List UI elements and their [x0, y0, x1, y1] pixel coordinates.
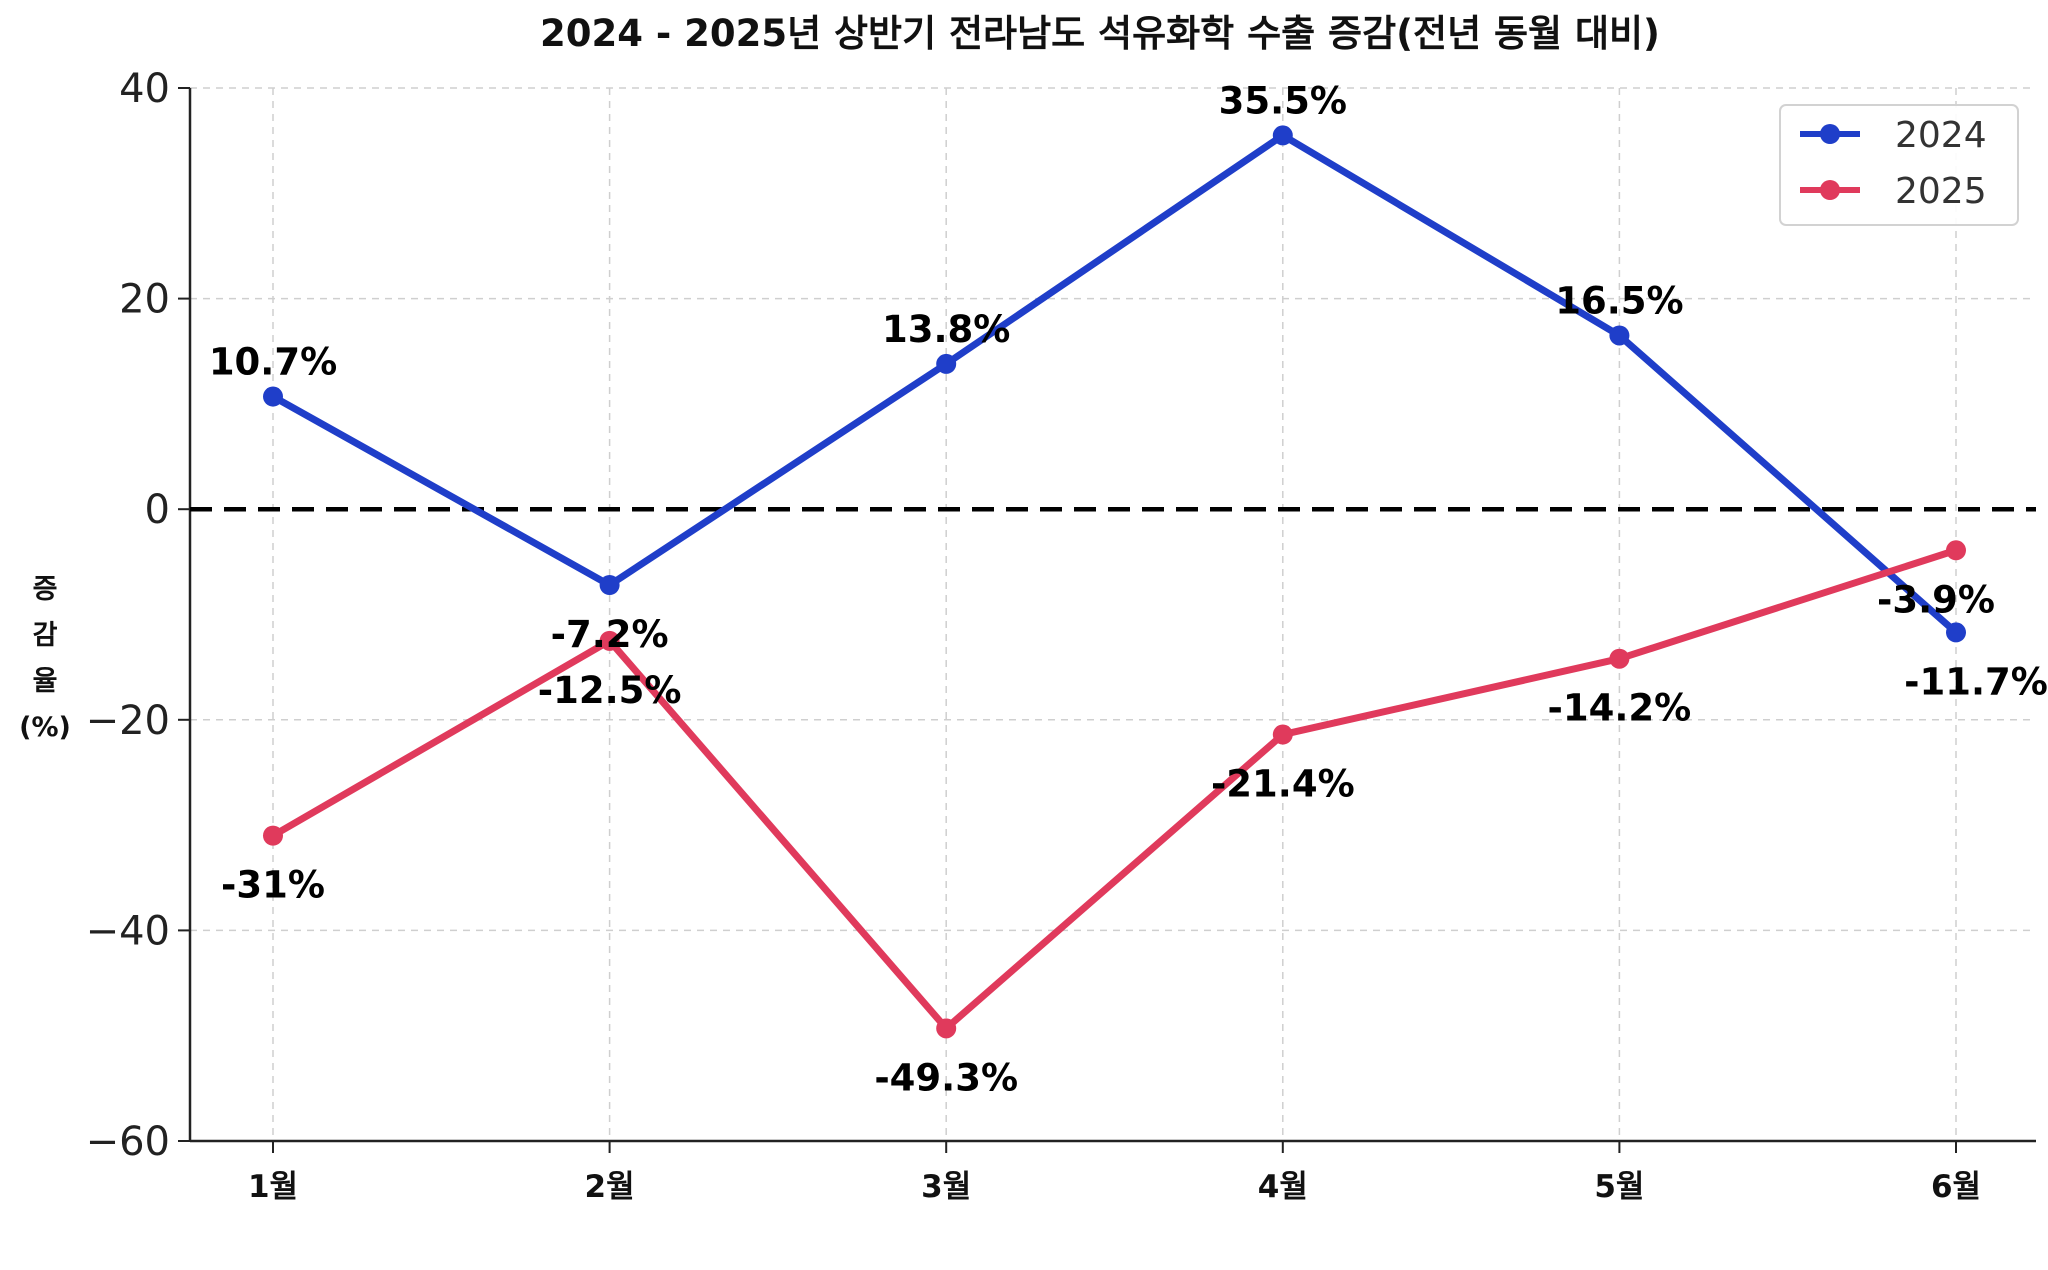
series-line-2024	[269, 131, 1960, 636]
y-tick-label: 20	[119, 277, 170, 323]
series-layer	[263, 125, 1966, 1039]
y-axis-label: 증감율 (%)	[19, 574, 71, 743]
data-point-2025	[599, 630, 620, 651]
legend-label-2024: 2024	[1895, 115, 1987, 156]
data-label-2024: 13.8%	[882, 308, 1010, 351]
legend-label-2025: 2025	[1895, 171, 1987, 212]
data-label-2025: -21.4%	[1211, 763, 1355, 806]
y-axis-label-part: 감	[33, 620, 58, 651]
axes: 40 20 0 −20 −40 −60 1월 2월 3월 4월 5월 6월	[86, 66, 2036, 1205]
data-label-2025: -14.2%	[1548, 687, 1692, 730]
y-tick-label: 0	[145, 487, 170, 533]
x-tick-label: 3월	[921, 1169, 971, 1205]
y-tick-label: −20	[86, 698, 170, 744]
data-point-2025	[1272, 724, 1293, 745]
data-label-2025: -3.9%	[1877, 578, 1995, 621]
data-label-2024: -7.2%	[551, 613, 669, 656]
legend-marker-2025	[1820, 180, 1840, 200]
data-label-2024: 10.7%	[209, 341, 337, 384]
data-point-2024	[599, 575, 620, 596]
y-axis-label-part: (%)	[19, 712, 71, 743]
data-point-2024	[263, 386, 283, 407]
data-label-2024: 16.5%	[1555, 279, 1683, 322]
x-tick-label: 4월	[1258, 1169, 1308, 1205]
data-label-2025: -49.3%	[874, 1056, 1018, 1099]
data-label-2025: -31%	[221, 864, 325, 907]
data-point-2024	[1946, 622, 1966, 643]
data-point-2024	[1272, 125, 1293, 146]
y-tick-label: −40	[86, 908, 170, 954]
y-tick-label: −60	[86, 1119, 170, 1165]
data-point-2025	[936, 1018, 957, 1039]
x-tick-label: 5월	[1594, 1169, 1644, 1205]
legend-marker-2024	[1820, 124, 1840, 144]
data-point-2024	[936, 353, 957, 374]
x-tick-label: 2월	[585, 1169, 635, 1205]
y-axis-label-part: 증	[33, 574, 58, 605]
legend: 2024 2025	[1779, 104, 2019, 226]
data-label-2025: -12.5%	[538, 669, 682, 712]
chart-title: 2024 - 2025년 상반기 전라남도 석유화학 수출 증감(전년 동월 대…	[540, 12, 1660, 55]
grid-lines	[190, 87, 2036, 1141]
data-labels: 10.7% -7.2% 13.8% 35.5% 16.5% -11.7% -31% -12.5…	[209, 79, 2048, 1099]
x-tick-label: 1월	[248, 1169, 298, 1205]
data-label-2024: 35.5%	[1219, 79, 1347, 122]
x-tick-label: 6월	[1931, 1169, 1981, 1205]
data-label-2024: -11.7%	[1904, 660, 2048, 703]
data-point-2025	[1946, 540, 1966, 561]
y-axis-label-part: 율	[33, 666, 58, 697]
y-tick-label: 40	[119, 66, 170, 112]
series-line-2025	[269, 546, 1960, 1032]
data-point-2025	[263, 825, 283, 846]
data-point-2024	[1609, 325, 1630, 346]
data-point-2025	[1609, 648, 1630, 669]
